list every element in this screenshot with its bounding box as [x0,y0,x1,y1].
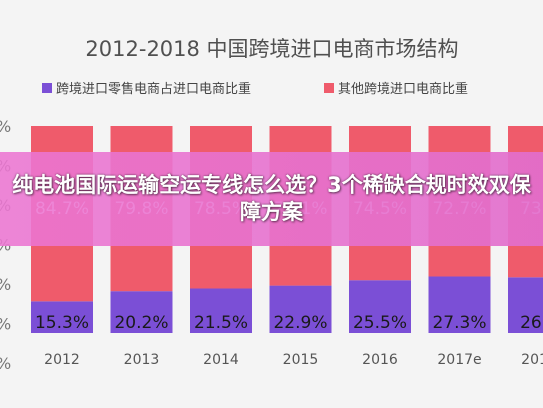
legend: 跨境进口零售电商占进口电商比重 其他跨境进口电商比重 [42,81,468,97]
y-tick-label: % [0,275,11,294]
legend-swatch-1 [324,83,334,93]
legend-label-1: 其他跨境进口电商比重 [338,81,468,97]
headline-banner: 纯电池国际运输空运专线怎么选？3个稀缺合规时效双保障方案 [0,152,543,246]
x-tick-label: 2015 [283,352,319,368]
bar-0-2018 [508,277,543,333]
y-tick-label: % [0,354,11,373]
y-tick-label: % [0,117,11,136]
x-axis-ticks: 2012 2013 2014 2015 2016 2017e 2018 [44,352,543,368]
data-label-import-2014: 21.5% [194,313,248,333]
x-tick-label: 2012 [44,352,80,368]
data-label-import-2018: 26.9 [520,313,543,333]
headline-text: 纯电池国际运输空运专线怎么选？3个稀缺合规时效双保障方案 [12,173,531,224]
bar-0-2014 [190,288,252,333]
x-tick-label: 2016 [362,352,398,368]
chart-title: 2012-2018 中国跨境进口电商市场结构 [85,37,458,61]
bar-0-2017e [428,276,491,333]
x-tick-label: 2017e [437,352,481,368]
x-tick-label: 2018 [521,352,543,368]
bar-0-2012 [31,301,93,333]
data-label-import-2012: 15.3% [35,313,89,333]
x-tick-label: 2014 [203,352,239,368]
legend-label-0: 跨境进口零售电商占进口电商比重 [56,81,251,97]
bar-0-2013 [110,291,173,333]
data-label-import-2017e: 27.3% [432,313,486,333]
x-tick-label: 2013 [124,352,160,368]
data-label-import-2015: 22.9% [273,313,327,333]
legend-swatch-0 [42,83,52,93]
data-label-import-2013: 20.2% [114,313,168,333]
y-tick-label: % [0,315,11,334]
bar-0-2015 [269,285,332,333]
bar-0-2016 [349,280,411,333]
data-label-import-2016: 25.5% [353,313,407,333]
